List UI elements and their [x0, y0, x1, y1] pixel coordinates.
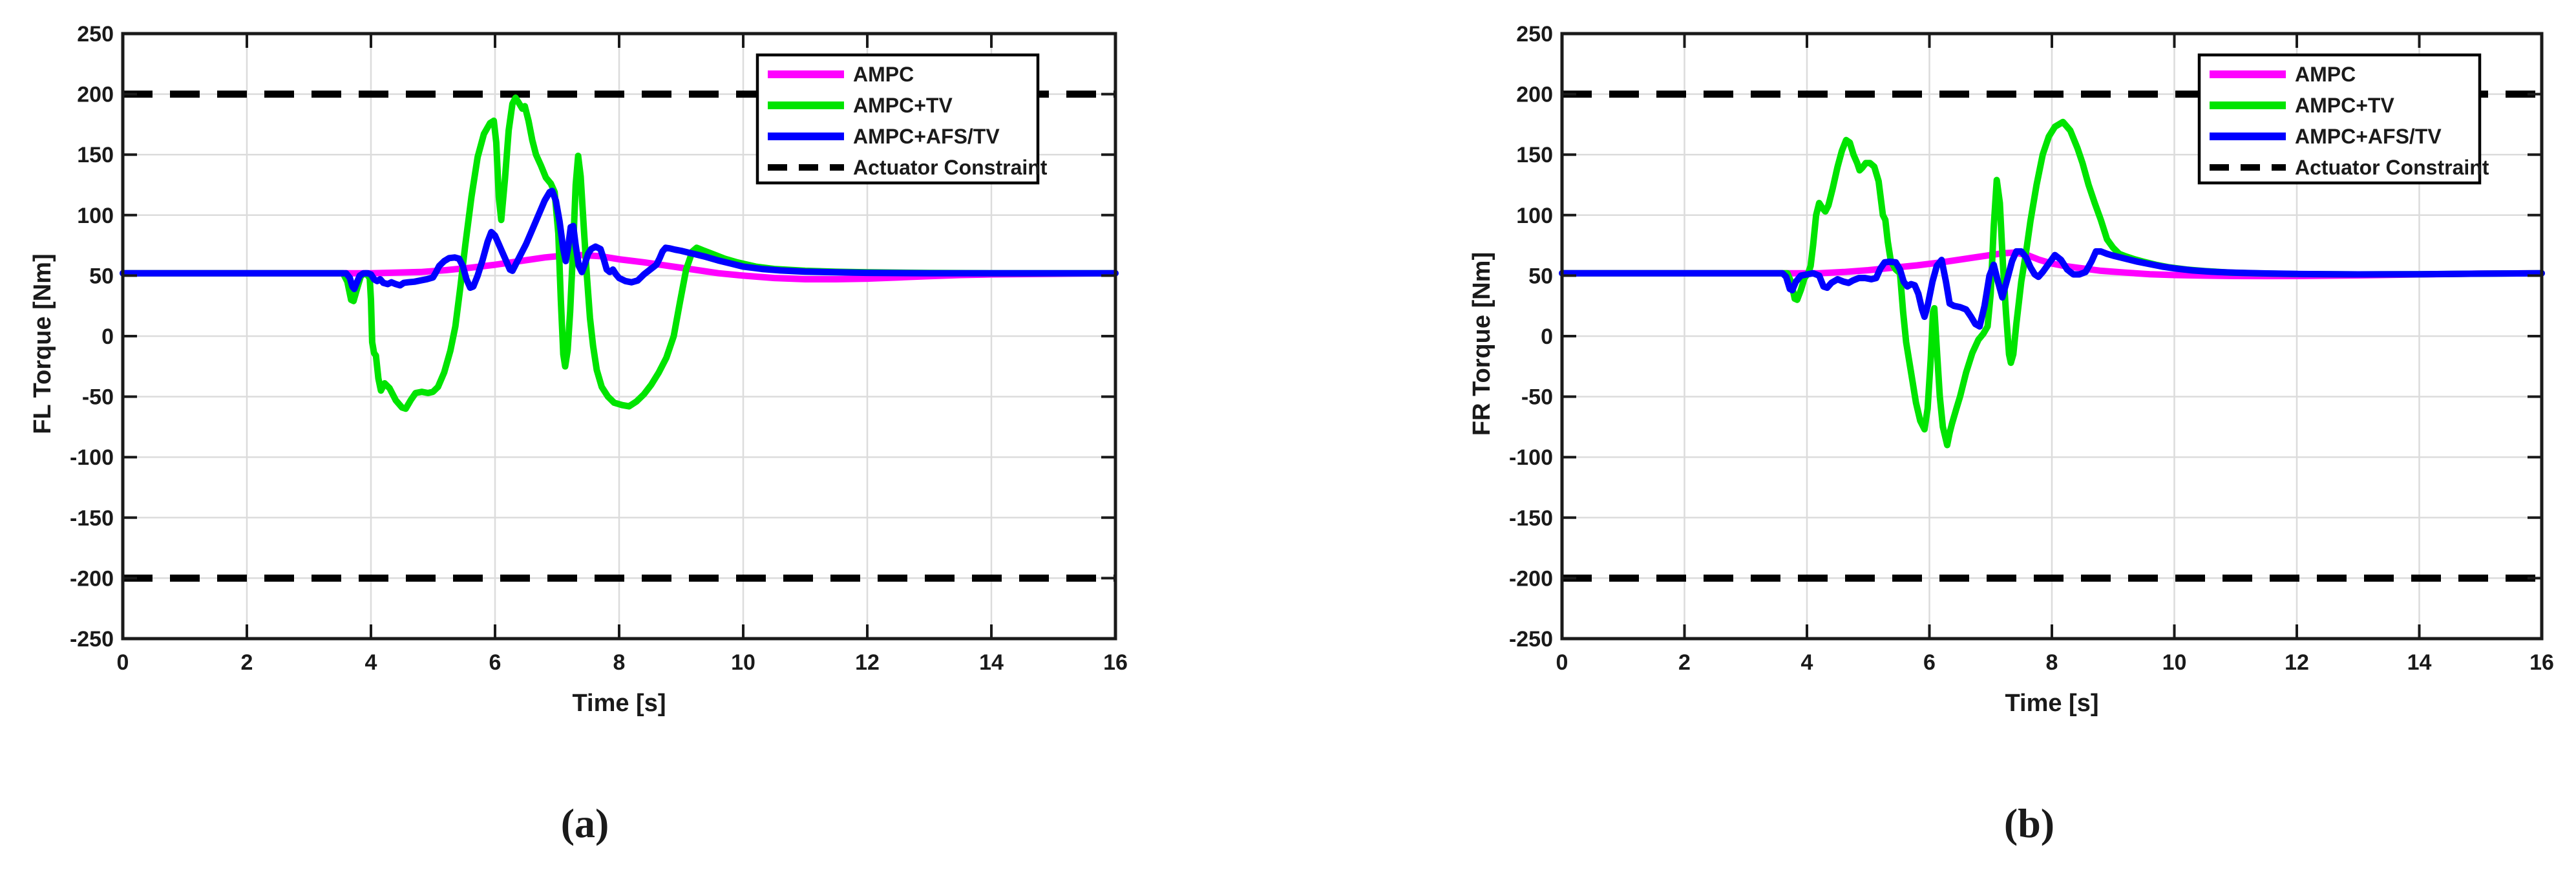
x-tick-label: 14 [979, 650, 1004, 675]
y-tick-label: -150 [70, 506, 114, 531]
fr-x-axis-title: Time [s] [2005, 690, 2098, 717]
series-ampc-tv [1559, 118, 2545, 449]
x-tick-label: 10 [2162, 650, 2187, 675]
fl-x-axis-title: Time [s] [572, 690, 666, 717]
legend-label: AMPC+TV [2295, 94, 2394, 117]
x-tick-label: 16 [1103, 650, 1128, 675]
y-tick-label: -200 [1509, 566, 1553, 591]
series-ampc-afs-tv [1559, 248, 2545, 330]
y-tick-label: -250 [70, 627, 114, 652]
y-tick-label: -50 [82, 385, 114, 410]
legend-label: AMPC+AFS/TV [2295, 125, 2442, 148]
y-tick-label: -200 [70, 566, 114, 591]
x-tick-label: 12 [855, 650, 880, 675]
legend-label: AMPC [853, 63, 914, 86]
x-tick-label: 0 [117, 650, 129, 675]
legend-label: AMPC+TV [853, 94, 953, 117]
y-tick-label: 150 [77, 143, 114, 167]
y-tick-label: 250 [1516, 22, 1553, 47]
legend-label: AMPC+AFS/TV [853, 125, 1000, 148]
chart-fl-plot-area: 0 2 4 6 8 10 12 14 16 -250 -200 -150 -100 -50 0 50 100 15… [70, 22, 1128, 675]
y-tick-label: 100 [1516, 204, 1553, 228]
y-tick-label: -100 [1509, 445, 1553, 470]
y-tick-label: 0 [1541, 324, 1553, 349]
y-tick-label: -50 [1521, 385, 1553, 410]
x-tick-label: 10 [731, 650, 755, 675]
x-tick-label: 0 [1556, 650, 1568, 675]
y-tick-label: -150 [1509, 506, 1553, 531]
x-tick-label: 8 [2046, 650, 2058, 675]
caption-a: (a) [561, 800, 609, 846]
series-ampc-afs-tv [120, 187, 1119, 292]
chart-fr-torque: 0 2 4 6 8 10 12 14 16 -250 -200 -150 -100 -50 0 50 100 15… [1468, 22, 2554, 846]
x-tick-label: 2 [1678, 650, 1691, 675]
x-tick-label: 4 [1801, 650, 1813, 675]
caption-b: (b) [2004, 800, 2054, 846]
y-tick-label: 0 [101, 324, 114, 349]
x-tick-label: 6 [1923, 650, 1936, 675]
series-ampc-tv [120, 94, 1119, 412]
legend-box: AMPC AMPC+TV AMPC+AFS/TV Actuator Constrain… [2197, 53, 2489, 185]
chart-fl-torque: 0 2 4 6 8 10 12 14 16 -250 -200 -150 -100 -50 0 50 100 15… [29, 22, 1128, 846]
x-tick-label: 14 [2407, 650, 2432, 675]
x-tick-label: 12 [2285, 650, 2309, 675]
y-tick-label: 200 [1516, 83, 1553, 107]
y-tick-label: -100 [70, 445, 114, 470]
y-tick-label: 200 [77, 83, 114, 107]
y-tick-label: 50 [1528, 264, 1553, 288]
x-tick-label: 4 [365, 650, 377, 675]
series-ampc [120, 251, 1119, 282]
y-tick-label: 100 [77, 204, 114, 228]
x-tick-label: 2 [241, 650, 253, 675]
legend-label: Actuator Constraint [2295, 156, 2489, 179]
y-tick-label: 250 [77, 22, 114, 47]
fr-y-axis-title: FR Torque [Nm] [1468, 252, 1495, 436]
x-tick-label: 8 [613, 650, 626, 675]
fl-y-axis-title: FL Torque [Nm] [29, 253, 56, 434]
x-tick-label: 6 [489, 650, 501, 675]
x-tick-label: 16 [2529, 650, 2554, 675]
y-tick-label: 150 [1516, 143, 1553, 167]
legend-label: AMPC [2295, 63, 2356, 86]
y-tick-label: -250 [1509, 627, 1553, 652]
legend-label: Actuator Constraint [853, 156, 1048, 179]
y-tick-label: 50 [89, 264, 114, 288]
legend-box: AMPC AMPC+TV AMPC+AFS/TV Actuator Constrain… [755, 53, 1048, 185]
chart-fr-plot-area: 0 2 4 6 8 10 12 14 16 -250 -200 -150 -100 -50 0 50 100 15… [1509, 22, 2554, 675]
